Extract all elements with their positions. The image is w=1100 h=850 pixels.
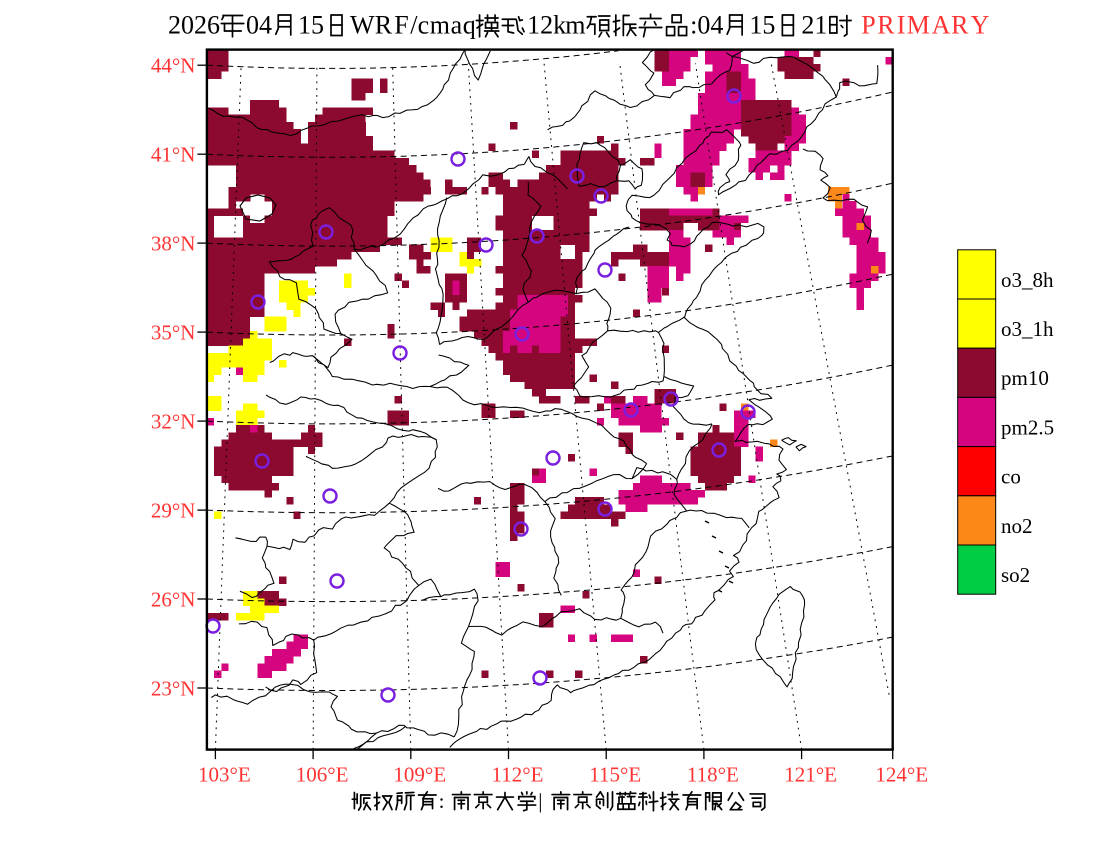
svg-text:0: 0 — [697, 11, 710, 40]
svg-text:5: 5 — [311, 11, 324, 40]
svg-text:109°E: 109°E — [393, 763, 446, 787]
svg-text:R: R — [877, 11, 895, 40]
svg-text:F: F — [394, 11, 408, 40]
svg-text:W: W — [350, 11, 375, 40]
svg-text:1: 1 — [527, 11, 540, 40]
svg-text::: : — [690, 11, 697, 40]
svg-text:so2: so2 — [1001, 563, 1030, 587]
svg-text:R: R — [375, 11, 393, 40]
svg-text:c: c — [418, 11, 430, 40]
svg-text:1: 1 — [814, 11, 827, 40]
svg-text:P: P — [861, 11, 875, 40]
svg-text:|: | — [538, 789, 542, 813]
svg-text:38°N: 38°N — [151, 232, 196, 256]
svg-text:26°N: 26°N — [151, 588, 196, 612]
svg-text:106°E: 106°E — [296, 763, 349, 787]
svg-text:118°E: 118°E — [687, 763, 739, 787]
svg-text:4: 4 — [259, 11, 272, 40]
svg-text:q: q — [463, 11, 476, 40]
svg-text:/: / — [410, 11, 418, 40]
svg-text:co: co — [1001, 465, 1021, 489]
svg-text:R: R — [951, 11, 969, 40]
svg-text:44°N: 44°N — [151, 54, 196, 78]
svg-text:m: m — [430, 11, 450, 40]
svg-text:1: 1 — [298, 11, 311, 40]
svg-text:o3_1h: o3_1h — [1001, 317, 1054, 341]
svg-text:5: 5 — [762, 11, 775, 40]
svg-text:2: 2 — [540, 11, 553, 40]
svg-text:121°E: 121°E — [784, 763, 837, 787]
svg-text:k: k — [553, 11, 566, 40]
svg-text:2: 2 — [194, 11, 207, 40]
svg-text:35°N: 35°N — [151, 321, 196, 345]
svg-text:m: m — [565, 11, 585, 40]
svg-text:124°E: 124°E — [875, 763, 928, 787]
svg-text:112°E: 112°E — [492, 763, 544, 787]
svg-text:pm10: pm10 — [1001, 366, 1049, 390]
svg-text:4: 4 — [710, 11, 723, 40]
svg-text:6: 6 — [207, 11, 220, 40]
svg-text:41°N: 41°N — [151, 143, 196, 167]
svg-text:no2: no2 — [1001, 514, 1033, 538]
svg-text:1: 1 — [749, 11, 762, 40]
svg-text:103°E: 103°E — [198, 763, 251, 787]
svg-text:2: 2 — [168, 11, 181, 40]
svg-text:23°N: 23°N — [151, 677, 196, 701]
svg-text:0: 0 — [246, 11, 259, 40]
svg-text:o3_8h: o3_8h — [1001, 268, 1054, 292]
svg-text:a: a — [451, 11, 463, 40]
svg-text:I: I — [897, 11, 906, 40]
svg-text:32°N: 32°N — [151, 410, 196, 434]
svg-text:Y: Y — [971, 11, 990, 40]
svg-text:29°N: 29°N — [151, 499, 196, 523]
svg-text::: : — [439, 789, 445, 813]
svg-text:2: 2 — [801, 11, 814, 40]
svg-text:M: M — [907, 11, 930, 40]
svg-text:0: 0 — [181, 11, 194, 40]
svg-text:115°E: 115°E — [589, 763, 641, 787]
svg-text:A: A — [932, 11, 951, 40]
svg-text:pm2.5: pm2.5 — [1001, 415, 1054, 439]
